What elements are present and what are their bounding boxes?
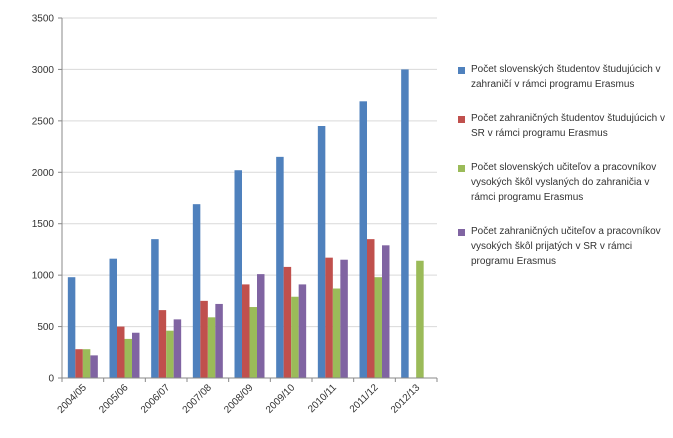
x-tick-label: 2008/09 <box>222 382 256 416</box>
bar-series-3-2004-05 <box>82 349 91 378</box>
bar-series-2-2004-05 <box>75 349 83 378</box>
bar-series-3-2011-12 <box>374 277 382 378</box>
bar-series-1-2007-08 <box>192 204 201 378</box>
y-tick-label: 3500 <box>32 14 55 25</box>
bar-series-2-2008-09 <box>242 284 250 378</box>
bar-series-1-2011-12 <box>359 101 367 379</box>
x-tick-label: 2007/08 <box>181 382 215 416</box>
x-tick-label: 2011/12 <box>348 382 381 415</box>
legend-swatch <box>458 229 465 236</box>
y-tick-label: 3000 <box>32 65 55 76</box>
bar-series-3-2010-11 <box>332 288 341 378</box>
bar-series-1-2008-09 <box>234 170 242 378</box>
x-axis-tick-labels: 2004/05 2005/06 2006/07 2007/08 2008/09 2009/… <box>56 378 438 416</box>
bar-series-1-2012-13 <box>401 69 409 378</box>
x-tick-label: 2010/11 <box>306 382 339 415</box>
legend-swatch <box>458 67 465 74</box>
bar-series-1-2005-06 <box>109 258 117 378</box>
legend: Počet slovenských študentov študujúcich … <box>458 62 668 288</box>
bar-series-2-2010-11 <box>325 257 333 378</box>
bar-series-2-2006-07 <box>158 310 167 378</box>
y-tick-label: 500 <box>37 322 54 333</box>
y-tick-label: 0 <box>48 374 54 385</box>
x-tick-label: 2006/07 <box>139 382 173 416</box>
y-tick-label: 1000 <box>32 271 55 282</box>
bar-series-4-2007-08 <box>215 303 223 378</box>
bar-series-4-2010-11 <box>340 259 348 378</box>
bar-series-2-2009-10 <box>283 266 292 378</box>
bar-series-4-2011-12 <box>382 245 390 378</box>
legend-item-series-3: Počet slovenských učiteľov a pracovníkov… <box>458 160 668 205</box>
legend-swatch <box>458 165 465 172</box>
bar-series-2-2005-06 <box>117 326 125 378</box>
y-tick-label: 2500 <box>32 116 55 127</box>
bar-series-2-2007-08 <box>200 300 208 378</box>
bar-series-3-2006-07 <box>166 330 174 378</box>
legend-swatch <box>458 116 465 123</box>
y-tick-label: 1500 <box>32 219 55 230</box>
x-tick-label: 2009/10 <box>264 382 298 416</box>
legend-item-series-2: Počet zahraničných študentov študujúcich… <box>458 111 668 141</box>
bar-series-1-2006-07 <box>151 239 159 378</box>
bar-series-3-2012-13 <box>416 260 424 378</box>
x-tick-label: 2004/05 <box>56 382 90 416</box>
bar-series-2-2011-12 <box>367 239 375 378</box>
y-axis-tick-labels: 0 500 1000 1500 2000 2500 3000 3500 <box>32 14 62 385</box>
bar-series-1-2010-11 <box>317 126 326 378</box>
bar-series-3-2005-06 <box>124 338 132 378</box>
legend-item-series-1: Počet slovenských študentov študujúcich … <box>458 62 668 92</box>
bar-series-4-2005-06 <box>132 332 140 378</box>
legend-label: Počet zahraničných študentov študujúcich… <box>471 113 665 139</box>
bar-series-1-2004-05 <box>67 277 76 378</box>
bars <box>67 69 424 379</box>
legend-label: Počet slovenských učiteľov a pracovníkov… <box>471 162 657 203</box>
legend-label: Počet zahraničných učiteľov a pracovníko… <box>471 226 661 267</box>
bar-series-3-2007-08 <box>207 317 216 378</box>
bar-series-4-2008-09 <box>257 274 265 378</box>
bar-series-3-2008-09 <box>249 307 257 378</box>
x-tick-label: 2012/13 <box>389 382 423 416</box>
bar-series-4-2006-07 <box>173 319 182 378</box>
legend-label: Počet slovenských študentov študujúcich … <box>471 64 661 90</box>
bar-series-3-2009-10 <box>291 296 299 378</box>
gridlines <box>62 17 437 328</box>
bar-series-1-2009-10 <box>276 156 284 378</box>
legend-item-series-4: Počet zahraničných učiteľov a pracovníko… <box>458 224 668 269</box>
bar-series-4-2009-10 <box>298 284 307 378</box>
x-tick-label: 2005/06 <box>97 382 131 416</box>
bar-series-4-2004-05 <box>90 355 98 378</box>
y-tick-label: 2000 <box>32 168 55 179</box>
